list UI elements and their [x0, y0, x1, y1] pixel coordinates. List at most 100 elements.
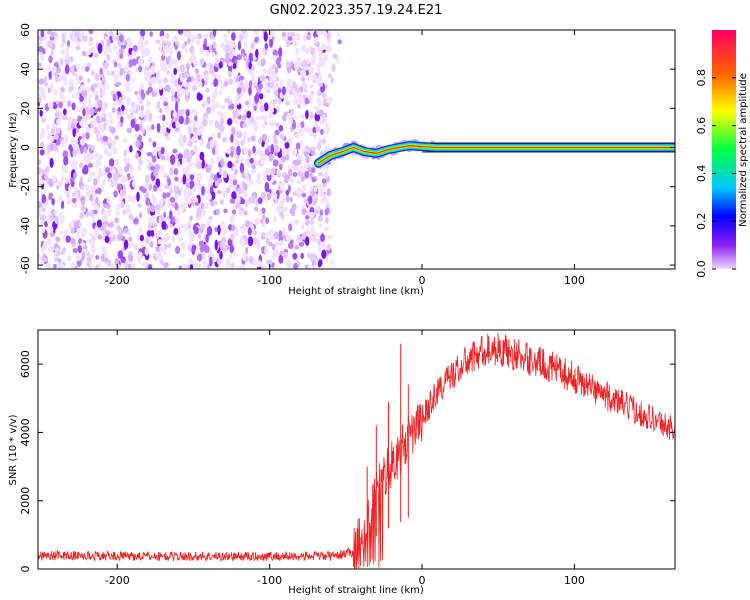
snr-series-layer [38, 332, 675, 569]
noise-speckle [270, 143, 275, 155]
noise-speckle [291, 163, 296, 171]
noise-speckle [232, 63, 237, 70]
noise-speckle [175, 245, 181, 255]
noise-speckle [303, 164, 309, 172]
y-tick-label: -20 [19, 178, 32, 196]
noise-speckle [162, 171, 166, 177]
noise-speckle [246, 158, 251, 167]
noise-speckle [155, 78, 161, 84]
noise-speckle [281, 194, 286, 203]
noise-speckle [322, 91, 326, 99]
noise-speckle [275, 145, 279, 154]
noise-speckle [53, 263, 57, 269]
noise-speckle [283, 251, 288, 258]
noise-speckle [76, 107, 83, 112]
noise-speckle [195, 38, 201, 46]
noise-speckle [101, 235, 106, 240]
noise-speckle [45, 40, 49, 48]
noise-speckle [304, 126, 310, 133]
noise-speckle [38, 85, 41, 92]
noise-speckle [308, 157, 313, 162]
noise-speckle [104, 236, 110, 243]
noise-speckle [140, 89, 145, 97]
noise-speckle [93, 178, 98, 186]
noise-speckle [311, 74, 317, 81]
noise-speckle [269, 120, 273, 127]
signal-track-layer [313, 139, 675, 168]
noise-speckle [49, 143, 54, 151]
noise-speckle [178, 228, 182, 235]
bottom-plot-frame [37, 329, 676, 570]
noise-speckle [299, 69, 305, 77]
noise-speckle [192, 120, 197, 126]
noise-speckle [106, 70, 112, 77]
noise-speckle [83, 154, 88, 163]
noise-speckle [210, 64, 214, 70]
noise-speckle [177, 30, 184, 35]
noise-speckle [176, 84, 182, 93]
noise-speckle [289, 31, 296, 37]
noise-speckle [159, 35, 166, 41]
noise-speckle [74, 31, 80, 38]
noise-speckle [218, 61, 223, 69]
noise-speckle [144, 191, 150, 200]
noise-speckle [49, 215, 54, 221]
noise-speckle [70, 137, 75, 145]
noise-speckle [90, 185, 96, 193]
noise-speckle [224, 97, 230, 104]
noise-speckle [120, 116, 124, 124]
noise-speckle [240, 264, 246, 269]
noise-speckle [145, 197, 151, 206]
noise-speckle [185, 31, 190, 37]
noise-speckle [290, 108, 295, 116]
noise-speckle [254, 36, 259, 43]
noise-speckle [90, 46, 96, 54]
noise-speckle [243, 147, 249, 155]
noise-speckle [199, 151, 205, 161]
noise-speckle [138, 251, 143, 258]
noise-speckle [310, 235, 315, 243]
noise-speckle [162, 121, 168, 128]
noise-speckle [128, 214, 134, 220]
noise-speckle [323, 171, 329, 179]
noise-speckle [65, 46, 70, 54]
noise-speckle [208, 119, 214, 125]
noise-speckle [229, 215, 235, 224]
noise-speckle [77, 115, 82, 123]
noise-speckle [204, 49, 210, 57]
noise-speckle [259, 104, 265, 113]
noise-speckle [43, 75, 48, 84]
noise-speckle [209, 256, 213, 267]
noise-speckle [114, 135, 119, 141]
noise-speckle [296, 56, 302, 65]
noise-speckle [279, 133, 285, 140]
y-tick-label: 60 [19, 23, 32, 37]
noise-speckle [83, 147, 88, 154]
noise-speckle [112, 179, 119, 188]
noise-speckle [88, 30, 94, 35]
noise-speckle [173, 68, 177, 75]
noise-speckle [177, 109, 183, 117]
noise-speckle [289, 176, 294, 184]
noise-speckle [154, 163, 161, 171]
noise-speckle [47, 64, 52, 72]
noise-speckle [84, 89, 88, 97]
noise-speckle [138, 211, 143, 219]
noise-speckle [111, 139, 117, 147]
noise-speckle [199, 244, 205, 253]
noise-speckle [222, 227, 228, 236]
noise-speckle [322, 30, 327, 38]
noise-speckle [241, 30, 247, 34]
noise-speckle [137, 164, 142, 172]
noise-speckle [196, 172, 203, 182]
noise-speckle [172, 111, 178, 118]
noise-speckle [277, 63, 282, 69]
noise-speckle [248, 179, 254, 186]
noise-speckle [262, 68, 267, 74]
noise-speckle [169, 223, 173, 229]
y-tick-label: 6000 [19, 350, 32, 378]
noise-speckle [317, 142, 321, 151]
noise-speckle [126, 85, 131, 94]
noise-speckle [134, 90, 138, 96]
noise-speckle [122, 94, 126, 101]
